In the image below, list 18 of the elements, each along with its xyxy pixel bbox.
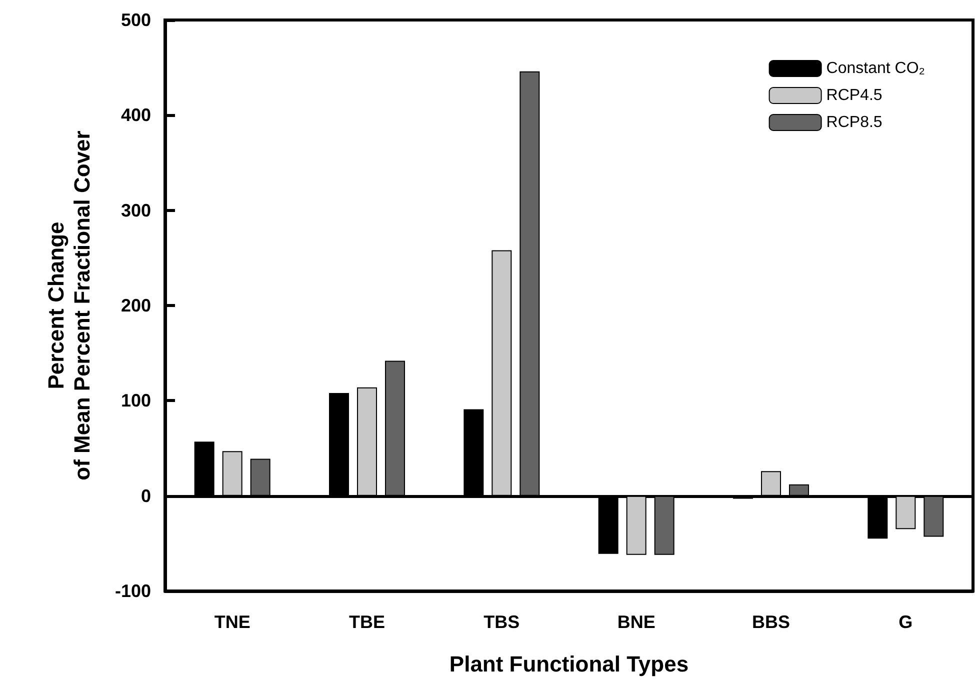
x-tick-label: TNE [214,612,250,632]
y-tick-label: 400 [120,105,151,126]
y-tick-label: 300 [120,200,151,220]
legend-label: RCP4.5 [826,87,882,104]
y-tick-label: 500 [120,10,151,30]
x-tick-label: BBS [752,612,790,632]
x-axis-title: Plant Functional Types [449,652,689,676]
y-tick-label: 200 [120,296,151,316]
x-tick-label: TBE [349,612,385,632]
y-tick-label: 0 [140,486,151,506]
y-tick-label: -100 [114,581,151,601]
y-axis-title: Percent Change of Mean Percent Fractional Cover [44,130,94,480]
legend-label: Constant CO₂ [826,60,926,77]
x-tick-label: TBS [484,612,520,632]
y-tick-label: 100 [120,390,151,411]
x-tick-label: G [898,612,913,632]
legend-label: RCP8.5 [826,114,882,131]
x-tick-label: BNE [617,612,656,632]
